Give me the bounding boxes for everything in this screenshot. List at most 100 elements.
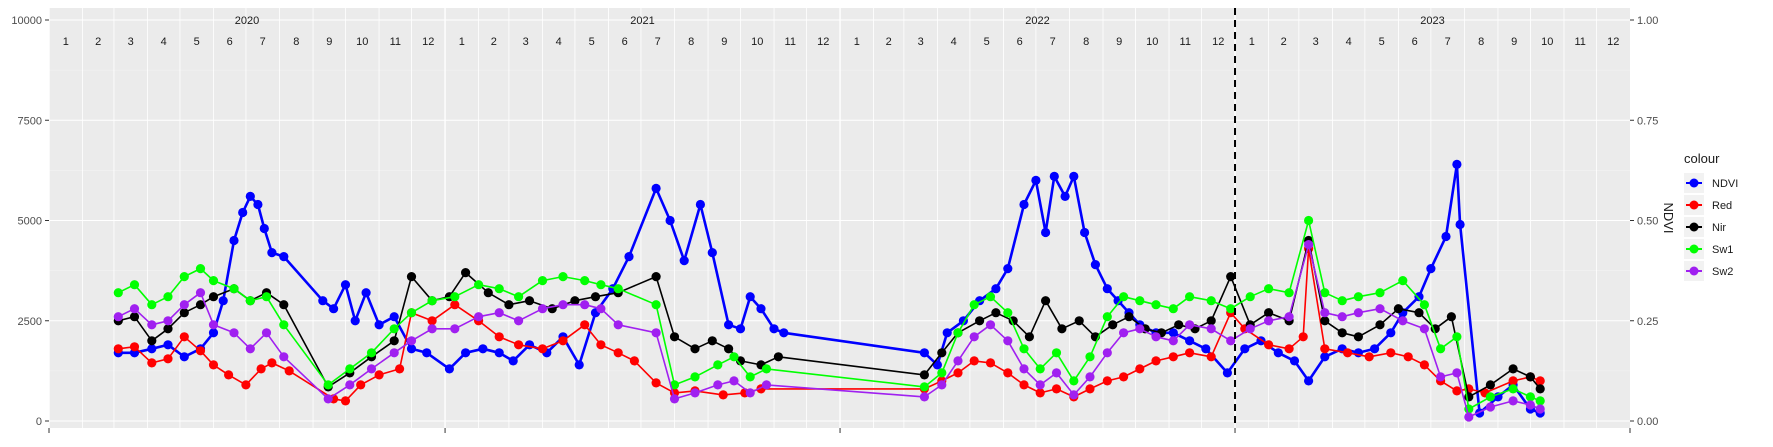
data-point-ndvi — [218, 296, 228, 306]
month-label: 11 — [1575, 36, 1586, 48]
data-point-red — [1119, 372, 1129, 382]
data-point-nir — [773, 352, 784, 362]
data-point-red — [1151, 356, 1161, 366]
data-point-red — [163, 354, 173, 364]
data-point-sw1 — [669, 380, 680, 390]
data-point-red — [558, 336, 568, 346]
month-label: 1 — [854, 36, 860, 48]
data-point-sw2 — [1206, 324, 1216, 334]
month-label: 3 — [523, 36, 529, 48]
data-point-ndvi — [1049, 171, 1059, 181]
data-point-sw2 — [229, 328, 239, 338]
month-label: 2 — [886, 36, 892, 48]
data-point-sw1 — [713, 360, 723, 370]
data-point-sw2 — [1508, 396, 1518, 406]
data-point-ndvi — [574, 360, 584, 370]
y-right-tick-label: 0.75 — [1637, 115, 1658, 127]
data-point-ndvi — [1370, 344, 1380, 354]
data-point-sw1 — [1436, 344, 1446, 354]
month-label: 2 — [95, 36, 101, 48]
data-point-sw1 — [985, 292, 996, 302]
month-label: 1 — [459, 36, 465, 48]
data-point-red — [1419, 360, 1429, 370]
data-point-red — [267, 358, 277, 368]
data-point-sw1 — [1525, 392, 1535, 402]
data-point-sw1 — [1151, 300, 1161, 310]
data-point-red — [1085, 384, 1095, 394]
data-point-red — [1264, 340, 1274, 350]
data-point-sw2 — [1102, 348, 1112, 358]
data-point-sw2 — [1452, 368, 1462, 378]
data-point-sw2 — [558, 300, 568, 310]
data-point-sw1 — [494, 284, 504, 294]
data-point-sw1 — [1003, 308, 1013, 318]
legend-key-point — [1689, 244, 1699, 254]
month-label: 5 — [1379, 36, 1385, 48]
data-point-nir — [195, 300, 206, 310]
data-point-sw1 — [1398, 276, 1408, 286]
data-point-ndvi — [1168, 328, 1178, 338]
data-point-ndvi — [1069, 171, 1079, 181]
data-point-sw2 — [1019, 364, 1029, 374]
data-point-ndvi — [624, 252, 634, 262]
data-point-nir — [651, 272, 661, 282]
data-point-sw1 — [1069, 376, 1079, 386]
data-point-sw1 — [1375, 288, 1385, 298]
data-point-sw2 — [1119, 328, 1129, 338]
data-point-nir — [179, 308, 189, 318]
data-point-ndvi — [524, 340, 535, 350]
data-point-ndvi — [1426, 264, 1436, 274]
y-right-tick-label: 1.00 — [1637, 15, 1658, 27]
month-label: 10 — [1541, 36, 1553, 48]
data-point-red — [1364, 352, 1374, 362]
data-point-nir — [1024, 332, 1034, 342]
data-point-ndvi — [1304, 376, 1314, 386]
data-point-sw1 — [761, 364, 772, 374]
grid-lines — [48, 8, 1630, 428]
data-point-nir — [1525, 372, 1535, 382]
month-label: 5 — [194, 36, 200, 48]
data-point-sw2 — [163, 316, 173, 326]
data-point-sw1 — [208, 276, 219, 286]
data-point-red — [1206, 352, 1216, 362]
year-label: 2022 — [1025, 15, 1049, 27]
data-point-sw2 — [406, 336, 417, 346]
data-point-sw1 — [1035, 364, 1045, 374]
data-point-sw2 — [1535, 404, 1545, 414]
data-point-ndvi — [942, 328, 952, 338]
data-point-sw1 — [195, 264, 206, 274]
data-point-ndvi — [444, 364, 454, 374]
data-point-red — [1019, 380, 1029, 390]
year-label: 2020 — [235, 15, 259, 27]
legend-label: Nir — [1712, 222, 1726, 234]
data-point-sw2 — [669, 394, 680, 404]
series-sw1 — [113, 215, 1545, 414]
data-point-nir — [975, 316, 985, 326]
data-point-nir — [1535, 384, 1545, 394]
data-point-red — [1343, 348, 1353, 358]
data-point-sw1 — [179, 272, 189, 282]
data-point-sw2 — [514, 316, 524, 326]
data-point-ndvi — [279, 252, 289, 262]
data-point-ndvi — [1031, 175, 1041, 185]
data-point-ndvi — [745, 292, 755, 302]
data-point-sw1 — [745, 372, 755, 382]
legend-key-point — [1689, 266, 1699, 276]
month-label: 7 — [655, 36, 661, 48]
data-point-sw1 — [1019, 344, 1029, 354]
month-label: 1 — [63, 36, 69, 48]
month-label: 3 — [918, 36, 924, 48]
data-point-sw1 — [1051, 348, 1062, 358]
legend-item-red: Red — [1684, 195, 1732, 215]
data-point-ndvi — [329, 304, 339, 314]
data-point-ndvi — [1386, 328, 1396, 338]
data-point-ndvi — [1060, 191, 1070, 201]
data-point-ndvi — [1414, 292, 1424, 302]
legend-title: colour — [1684, 151, 1720, 166]
data-point-red — [1003, 368, 1013, 378]
data-point-sw2 — [1464, 412, 1474, 422]
series-sw2 — [113, 240, 1545, 422]
data-point-ndvi — [1273, 348, 1283, 358]
data-point-ndvi — [374, 320, 384, 330]
